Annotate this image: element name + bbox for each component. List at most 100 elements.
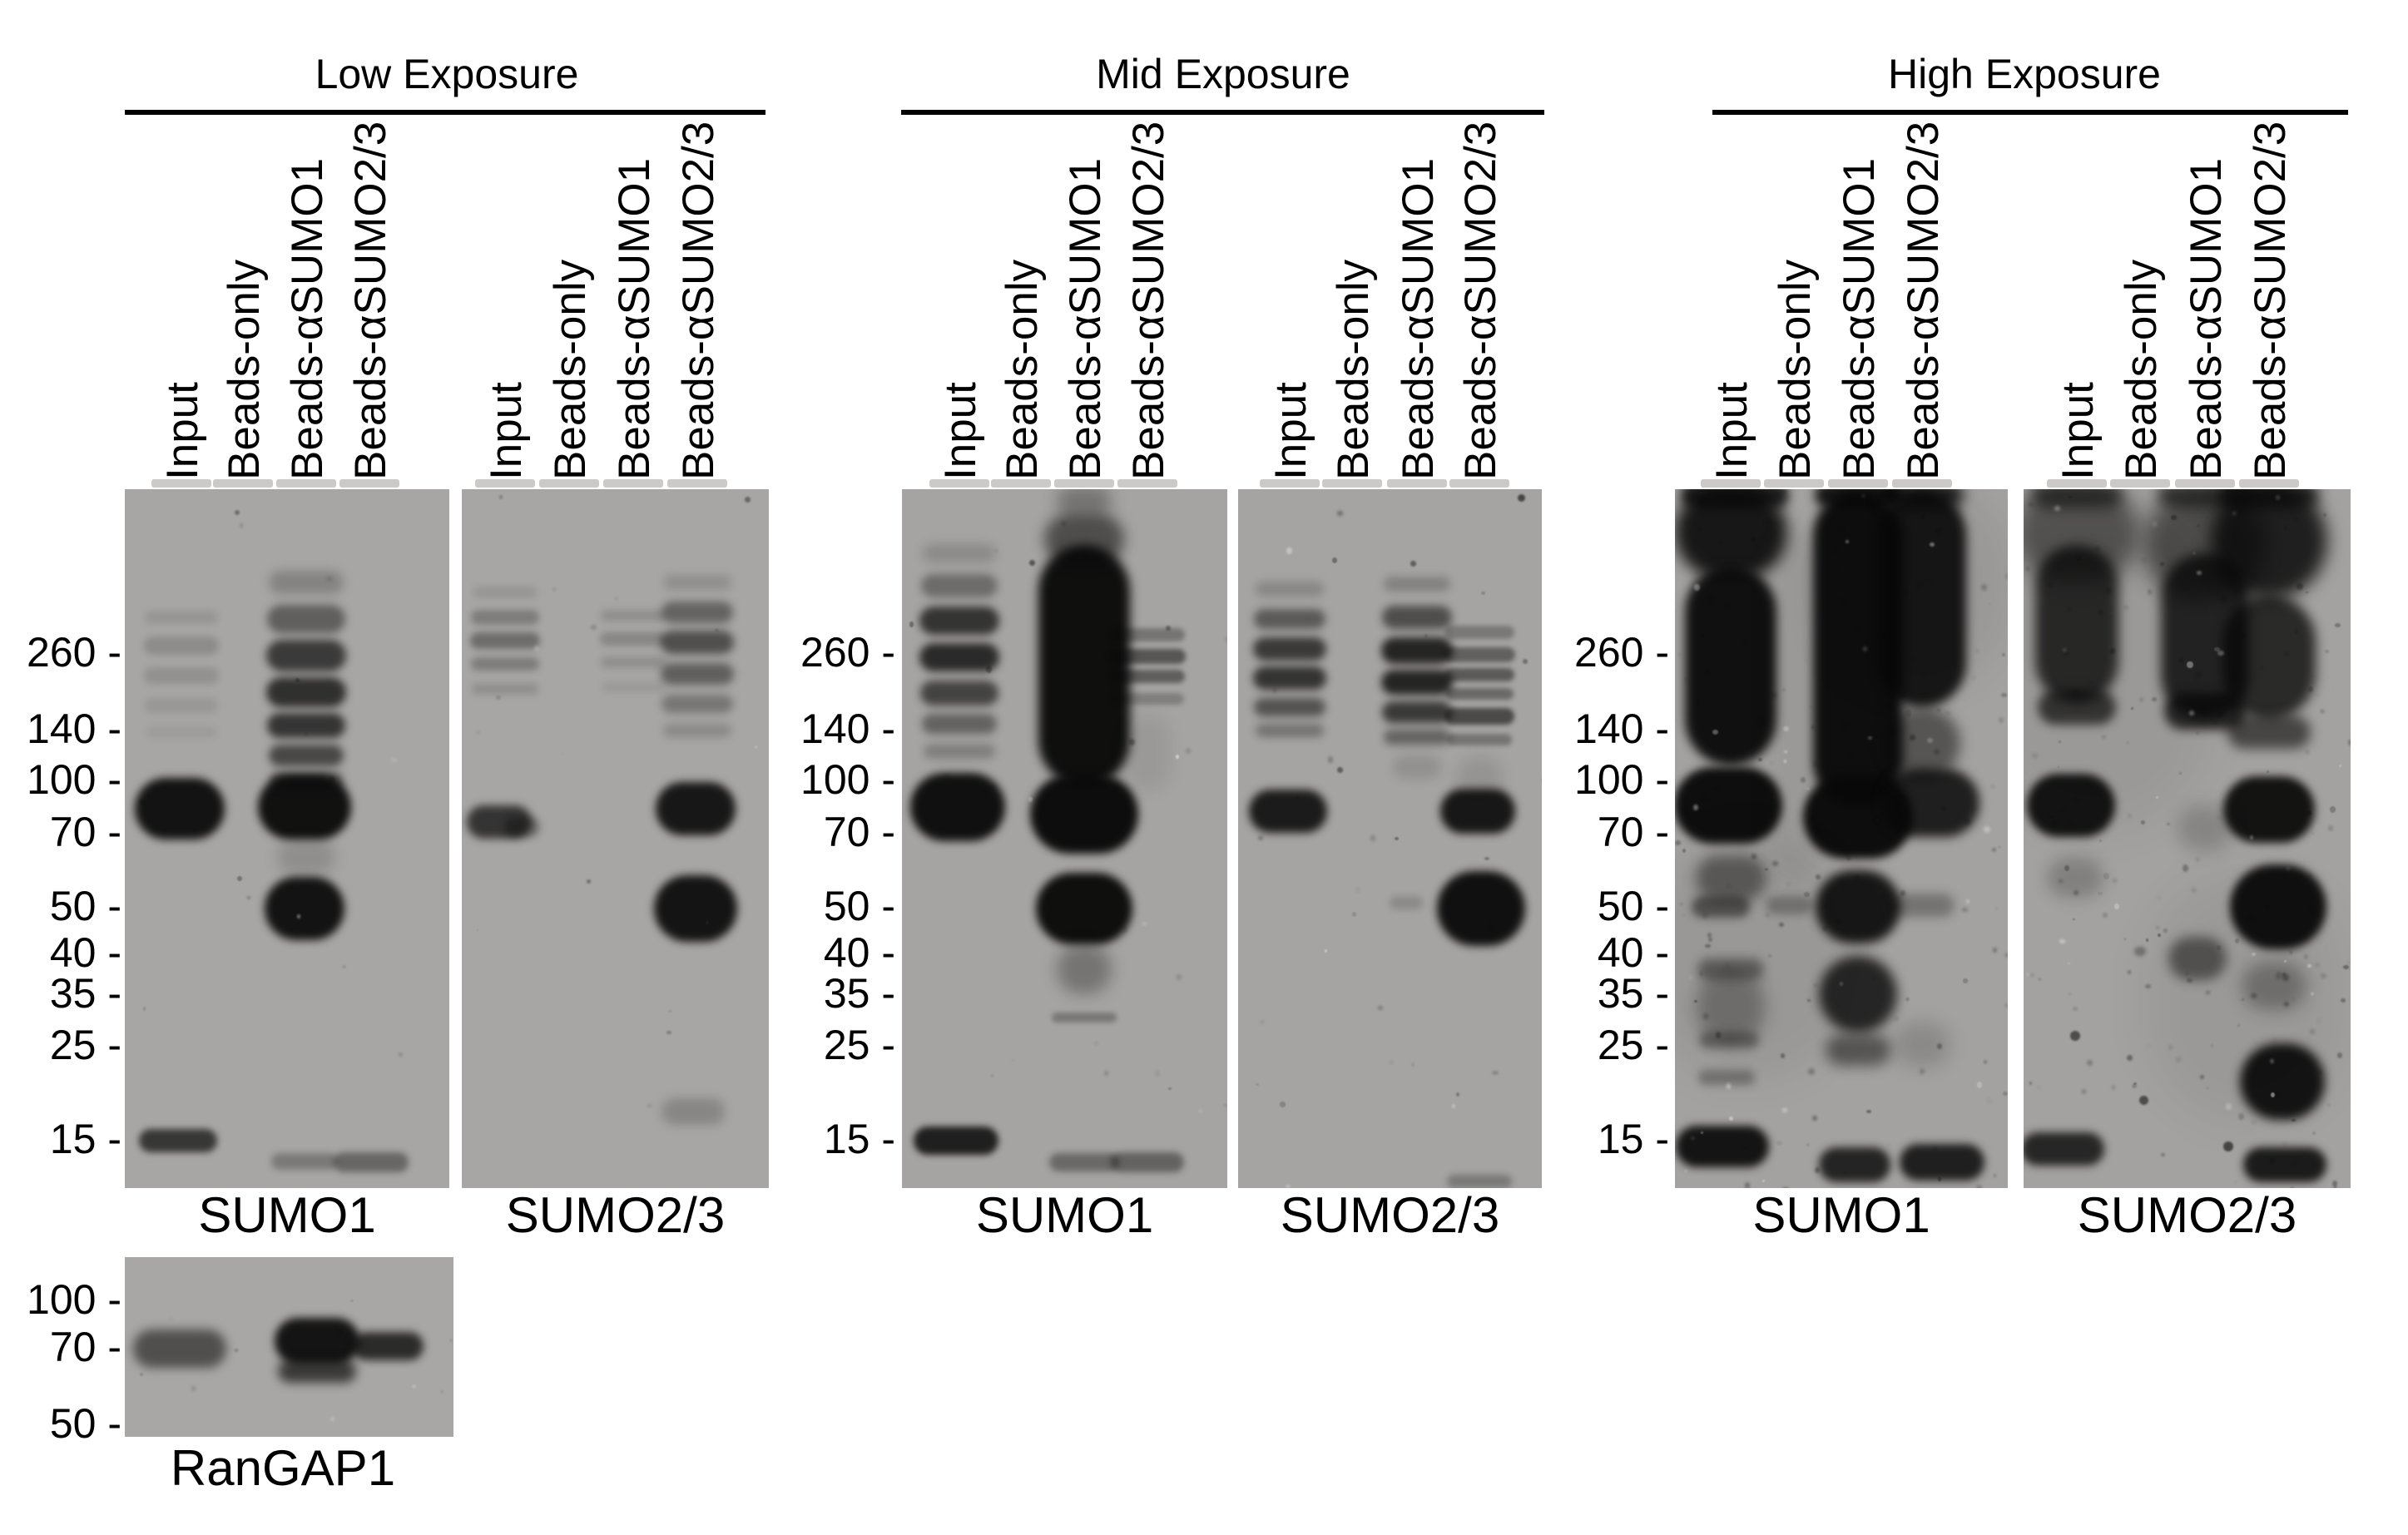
gel-well-mark — [1054, 479, 1114, 488]
blot-name-label: SUMO2/3 — [1280, 1187, 1500, 1243]
noise-speck — [1882, 770, 1885, 775]
noise-speck — [2238, 1112, 2244, 1121]
noise-speck — [2283, 1141, 2287, 1146]
blot-band — [1382, 606, 1452, 629]
gel-well-mark — [539, 479, 599, 488]
noise-speck — [2031, 753, 2039, 760]
noise-speck — [1129, 738, 1136, 746]
lane-label: Beads-αSUMO1 — [610, 157, 659, 480]
noise-speck — [1783, 760, 1786, 764]
lane-label: Beads-αSUMO1 — [1835, 157, 1884, 480]
noise-speck — [2304, 749, 2310, 755]
blot-band — [1049, 1153, 1119, 1171]
noise-speck — [2195, 857, 2200, 862]
gel-well-mark — [929, 479, 989, 488]
gel-well-mark — [1449, 479, 1509, 488]
blot-band — [1249, 790, 1327, 833]
noise-speck — [1876, 526, 1881, 529]
noise-speck — [2343, 965, 2350, 970]
blot-band — [471, 657, 539, 671]
lane-label: Beads-only — [1329, 259, 1378, 480]
noise-speck — [2240, 632, 2246, 640]
blot-band — [352, 1332, 424, 1360]
noise-speck — [1062, 522, 1066, 526]
noise-speck — [495, 695, 502, 700]
gel-well-mark — [1701, 479, 1761, 488]
noise-speck — [2025, 973, 2030, 977]
blot-band — [1826, 1034, 1890, 1066]
noise-speck — [234, 1349, 239, 1352]
noise-speck — [1815, 874, 1821, 879]
panel-underline — [901, 110, 1544, 115]
gel-well-mark — [1260, 479, 1320, 488]
noise-speck — [1707, 597, 1713, 604]
noise-speck — [2101, 735, 2106, 740]
noise-speck — [140, 1373, 144, 1376]
noise-speck — [2292, 1159, 2298, 1167]
blot-band — [1390, 896, 1423, 909]
lane-label: Beads-only — [1771, 259, 1820, 480]
noise-speck — [2029, 1082, 2033, 1085]
blot-band — [1890, 894, 1955, 917]
gel-well-mark — [339, 479, 399, 488]
noise-speck — [909, 621, 914, 627]
noise-speck — [1695, 700, 1699, 704]
noise-speck — [647, 1104, 652, 1107]
noise-speck — [295, 678, 300, 682]
noise-speck — [1822, 926, 1828, 932]
mw-marker-label: 100 - — [27, 1276, 121, 1323]
noise-speck — [1280, 1102, 1286, 1108]
blot-band — [601, 610, 666, 621]
noise-speck — [2234, 938, 2239, 943]
noise-speck — [1929, 579, 1932, 583]
noise-speck — [2284, 1115, 2290, 1120]
speck — [744, 496, 751, 503]
blot-band — [1692, 896, 1750, 918]
noise-speck — [1336, 511, 1343, 517]
noise-speck — [2156, 926, 2160, 930]
noise-speck — [1812, 1116, 1817, 1122]
noise-speck — [1690, 1136, 1695, 1141]
noise-speck — [1840, 982, 1844, 987]
blot-band — [1695, 854, 1766, 901]
noise-speck — [1887, 1143, 1890, 1147]
lane-label: Input — [936, 382, 985, 480]
blot-band — [656, 782, 736, 835]
blot-band — [1253, 666, 1326, 690]
noise-speck — [1965, 899, 1970, 904]
noise-speck — [2196, 731, 2199, 735]
noise-speck — [1846, 857, 1851, 860]
noise-speck — [2265, 904, 2270, 910]
noise-speck — [1355, 887, 1361, 893]
noise-speck — [991, 784, 996, 790]
noise-speck — [2144, 983, 2151, 989]
noise-speck — [994, 549, 998, 552]
blot-band — [1447, 734, 1512, 745]
noise-speck — [1682, 848, 1687, 853]
gel-well-mark — [2047, 479, 2107, 488]
blot-name-label: SUMO2/3 — [505, 1187, 726, 1243]
noise-speck — [2217, 711, 2223, 718]
gel-well-mark — [2110, 479, 2170, 488]
noise-speck — [2294, 517, 2298, 521]
noise-speck — [390, 758, 397, 762]
noise-speck — [2099, 839, 2102, 843]
blot-band — [144, 636, 219, 655]
noise-speck — [1862, 646, 1867, 652]
noise-speck — [1683, 677, 1687, 682]
noise-speck — [1781, 688, 1786, 692]
lane-label: Beads-only — [2117, 259, 2166, 480]
noise-speck — [1836, 567, 1839, 569]
noise-speck — [1411, 1063, 1415, 1067]
noise-speck — [1490, 924, 1494, 927]
noise-speck — [1833, 501, 1838, 507]
noise-speck — [1726, 1083, 1732, 1089]
blot-band — [1881, 769, 1979, 837]
blot-band — [1254, 609, 1325, 629]
blot-band — [2024, 1132, 2104, 1166]
noise-speck — [170, 1317, 173, 1320]
noise-speck — [2332, 1181, 2338, 1187]
noise-speck — [2217, 816, 2221, 819]
noise-speck — [2141, 820, 2146, 824]
noise-speck — [2111, 1086, 2115, 1089]
